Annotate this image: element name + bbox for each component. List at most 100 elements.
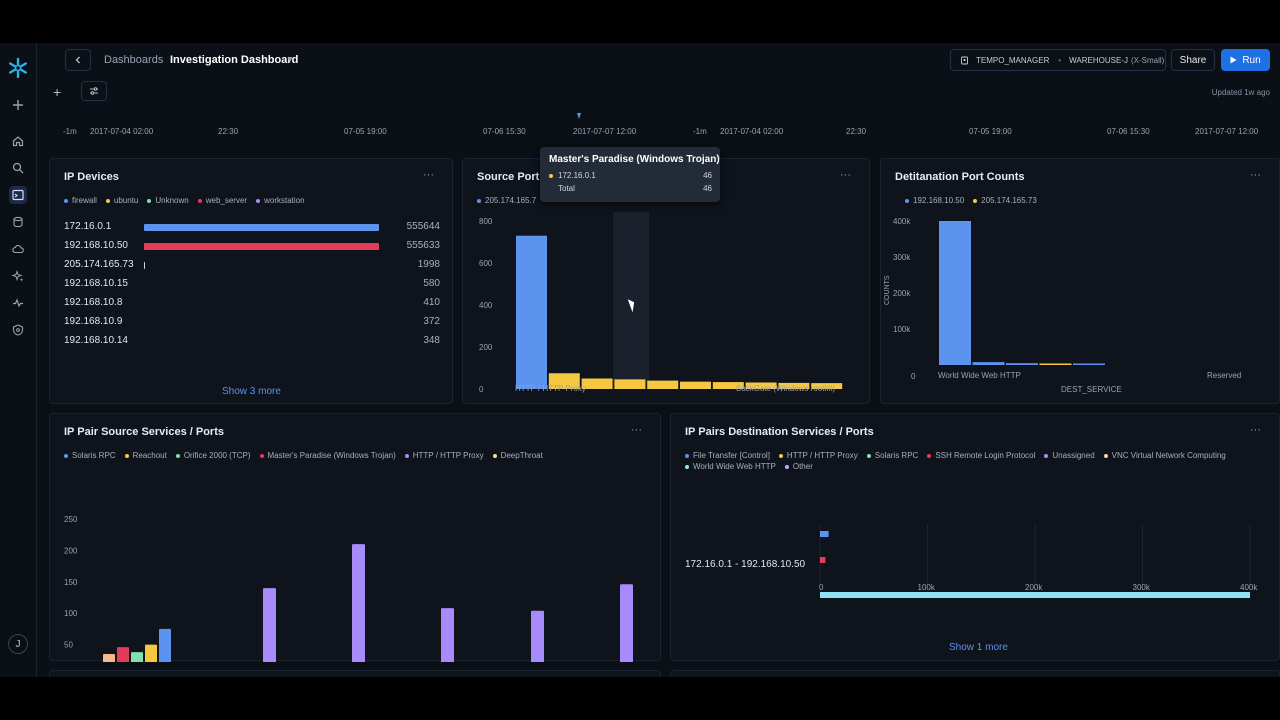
search-icon[interactable] <box>9 159 27 177</box>
bar[interactable] <box>620 584 633 662</box>
bar[interactable] <box>131 652 143 662</box>
bar[interactable] <box>159 628 171 662</box>
chevron-down-icon[interactable]: ▼ <box>286 55 294 64</box>
legend-label: VNC Virtual Network Computing <box>1111 451 1226 460</box>
bar[interactable] <box>647 380 679 389</box>
bar[interactable] <box>117 647 129 662</box>
bar[interactable] <box>441 608 454 662</box>
admin-shield-icon[interactable] <box>9 321 27 339</box>
y-tick-label: 0 <box>911 372 916 381</box>
legend-item[interactable]: VNC Virtual Network Computing <box>1103 451 1226 460</box>
more-options-icon[interactable]: ··· <box>1250 424 1261 436</box>
device-row[interactable]: 192.168.10.8 410 <box>64 297 440 311</box>
more-options-icon[interactable]: ··· <box>423 169 434 181</box>
panel-title: IP Pair Source Services / Ports <box>64 426 224 438</box>
legend-label: Other <box>792 462 813 471</box>
add-tile-button[interactable]: + <box>53 84 62 100</box>
warehouse-name: WAREHOUSE-J <box>1069 55 1128 65</box>
page-title[interactable]: Investigation Dashboard <box>170 54 299 66</box>
device-row[interactable]: 192.168.10.9 372 <box>64 316 440 330</box>
bar[interactable] <box>145 644 157 662</box>
bar[interactable] <box>263 588 276 662</box>
legend-item[interactable]: 205.174.165.73 <box>973 196 1037 205</box>
bar[interactable] <box>1073 363 1105 366</box>
legend-item[interactable]: HTTP / HTTP Proxy <box>404 451 484 460</box>
device-bar <box>144 281 145 288</box>
x-tick-label: 300k <box>1133 583 1151 592</box>
bar[interactable] <box>680 381 711 389</box>
legend-item[interactable]: Solaris RPC <box>64 451 116 460</box>
device-count: 1998 <box>417 259 440 270</box>
legend-item[interactable]: DeepThroat <box>492 451 543 460</box>
legend-item[interactable]: 192.168.10.50 <box>905 196 964 205</box>
bar[interactable] <box>614 379 646 389</box>
legend-item[interactable]: 205.174.165.7 <box>477 196 536 205</box>
bar[interactable] <box>531 610 544 662</box>
bar[interactable] <box>1039 363 1072 366</box>
legend-item[interactable]: web_server <box>197 196 247 205</box>
bar[interactable] <box>820 531 829 537</box>
bar[interactable] <box>548 373 580 389</box>
bar[interactable] <box>352 544 365 662</box>
bar[interactable] <box>972 362 1005 365</box>
role-warehouse-selector[interactable]: TEMPO_MANAGER • WAREHOUSE-J (X-Small) <box>950 49 1166 71</box>
ip-pair-row-label: 172.16.0.1 - 192.168.10.50 <box>685 559 806 570</box>
more-options-icon[interactable]: ··· <box>631 424 642 436</box>
bar[interactable] <box>712 382 744 389</box>
x-tick-label: Reserved <box>1207 371 1241 380</box>
legend-item[interactable]: workstation <box>256 196 305 205</box>
cloud-icon[interactable] <box>9 240 27 258</box>
device-row[interactable]: 205.174.165.73 1998 <box>64 259 440 273</box>
play-icon <box>1230 56 1237 64</box>
bar[interactable] <box>581 378 613 390</box>
device-row[interactable]: 192.168.10.50 555633 <box>64 240 440 254</box>
legend-label: SSH Remote Login Protocol <box>935 451 1036 460</box>
more-options-icon[interactable]: ··· <box>840 169 851 181</box>
device-row[interactable]: 192.168.10.14 348 <box>64 335 440 349</box>
timeline-tick: 07-06 15:30 <box>483 127 526 136</box>
device-row[interactable]: 192.168.10.15 580 <box>64 278 440 292</box>
legend-item[interactable]: Solaris RPC <box>866 451 918 460</box>
legend-item[interactable]: Other <box>784 462 813 471</box>
bar[interactable] <box>745 382 777 389</box>
bar[interactable] <box>820 557 826 563</box>
show-more-link[interactable]: Show 3 more <box>222 386 281 397</box>
projects-icon[interactable] <box>9 186 27 204</box>
data-icon[interactable] <box>9 213 27 231</box>
legend-item[interactable]: Master's Paradise (Windows Trojan) <box>259 451 396 460</box>
legend-item[interactable]: firewall <box>64 196 97 205</box>
legend-item[interactable]: Unassigned <box>1044 451 1095 460</box>
legend-item[interactable]: Orifice 2000 (TCP) <box>175 451 251 460</box>
y-tick-label: 100k <box>893 325 911 334</box>
user-avatar[interactable]: J <box>8 634 28 654</box>
breadcrumb-dashboards[interactable]: Dashboards <box>104 54 164 66</box>
bar[interactable] <box>939 221 971 365</box>
legend-item[interactable]: Unknown <box>147 196 189 205</box>
show-more-link[interactable]: Show 1 more <box>949 642 1008 653</box>
bar[interactable] <box>103 654 115 662</box>
bar[interactable] <box>811 383 843 389</box>
legend-item[interactable]: SSH Remote Login Protocol <box>927 451 1035 460</box>
back-button[interactable] <box>65 49 91 71</box>
ai-sparkle-icon[interactable] <box>9 267 27 285</box>
more-options-icon[interactable]: ··· <box>1250 169 1261 181</box>
snowflake-logo-icon[interactable] <box>7 57 29 79</box>
filter-settings-button[interactable] <box>81 81 107 101</box>
chart-legend: File Transfer [Control] HTTP / HTTP Prox… <box>685 451 1265 471</box>
share-button[interactable]: Share <box>1171 49 1215 71</box>
bar[interactable] <box>820 592 1250 598</box>
bar[interactable] <box>778 382 810 389</box>
bar[interactable] <box>516 235 547 389</box>
activity-icon[interactable] <box>9 294 27 312</box>
legend-item[interactable]: HTTP / HTTP Proxy <box>778 451 858 460</box>
bar[interactable] <box>1006 363 1038 365</box>
home-icon[interactable] <box>9 132 27 150</box>
legend-item[interactable]: File Transfer [Control] <box>685 451 770 460</box>
run-button[interactable]: Run <box>1221 49 1270 71</box>
create-plus-icon[interactable] <box>9 96 27 114</box>
legend-item[interactable]: Reachout <box>124 451 167 460</box>
legend-item[interactable]: World Wide Web HTTP <box>685 462 776 471</box>
legend-label: Orifice 2000 (TCP) <box>183 451 251 460</box>
legend-item[interactable]: ubuntu <box>105 196 138 205</box>
device-row[interactable]: 172.16.0.1 555644 <box>64 221 440 235</box>
